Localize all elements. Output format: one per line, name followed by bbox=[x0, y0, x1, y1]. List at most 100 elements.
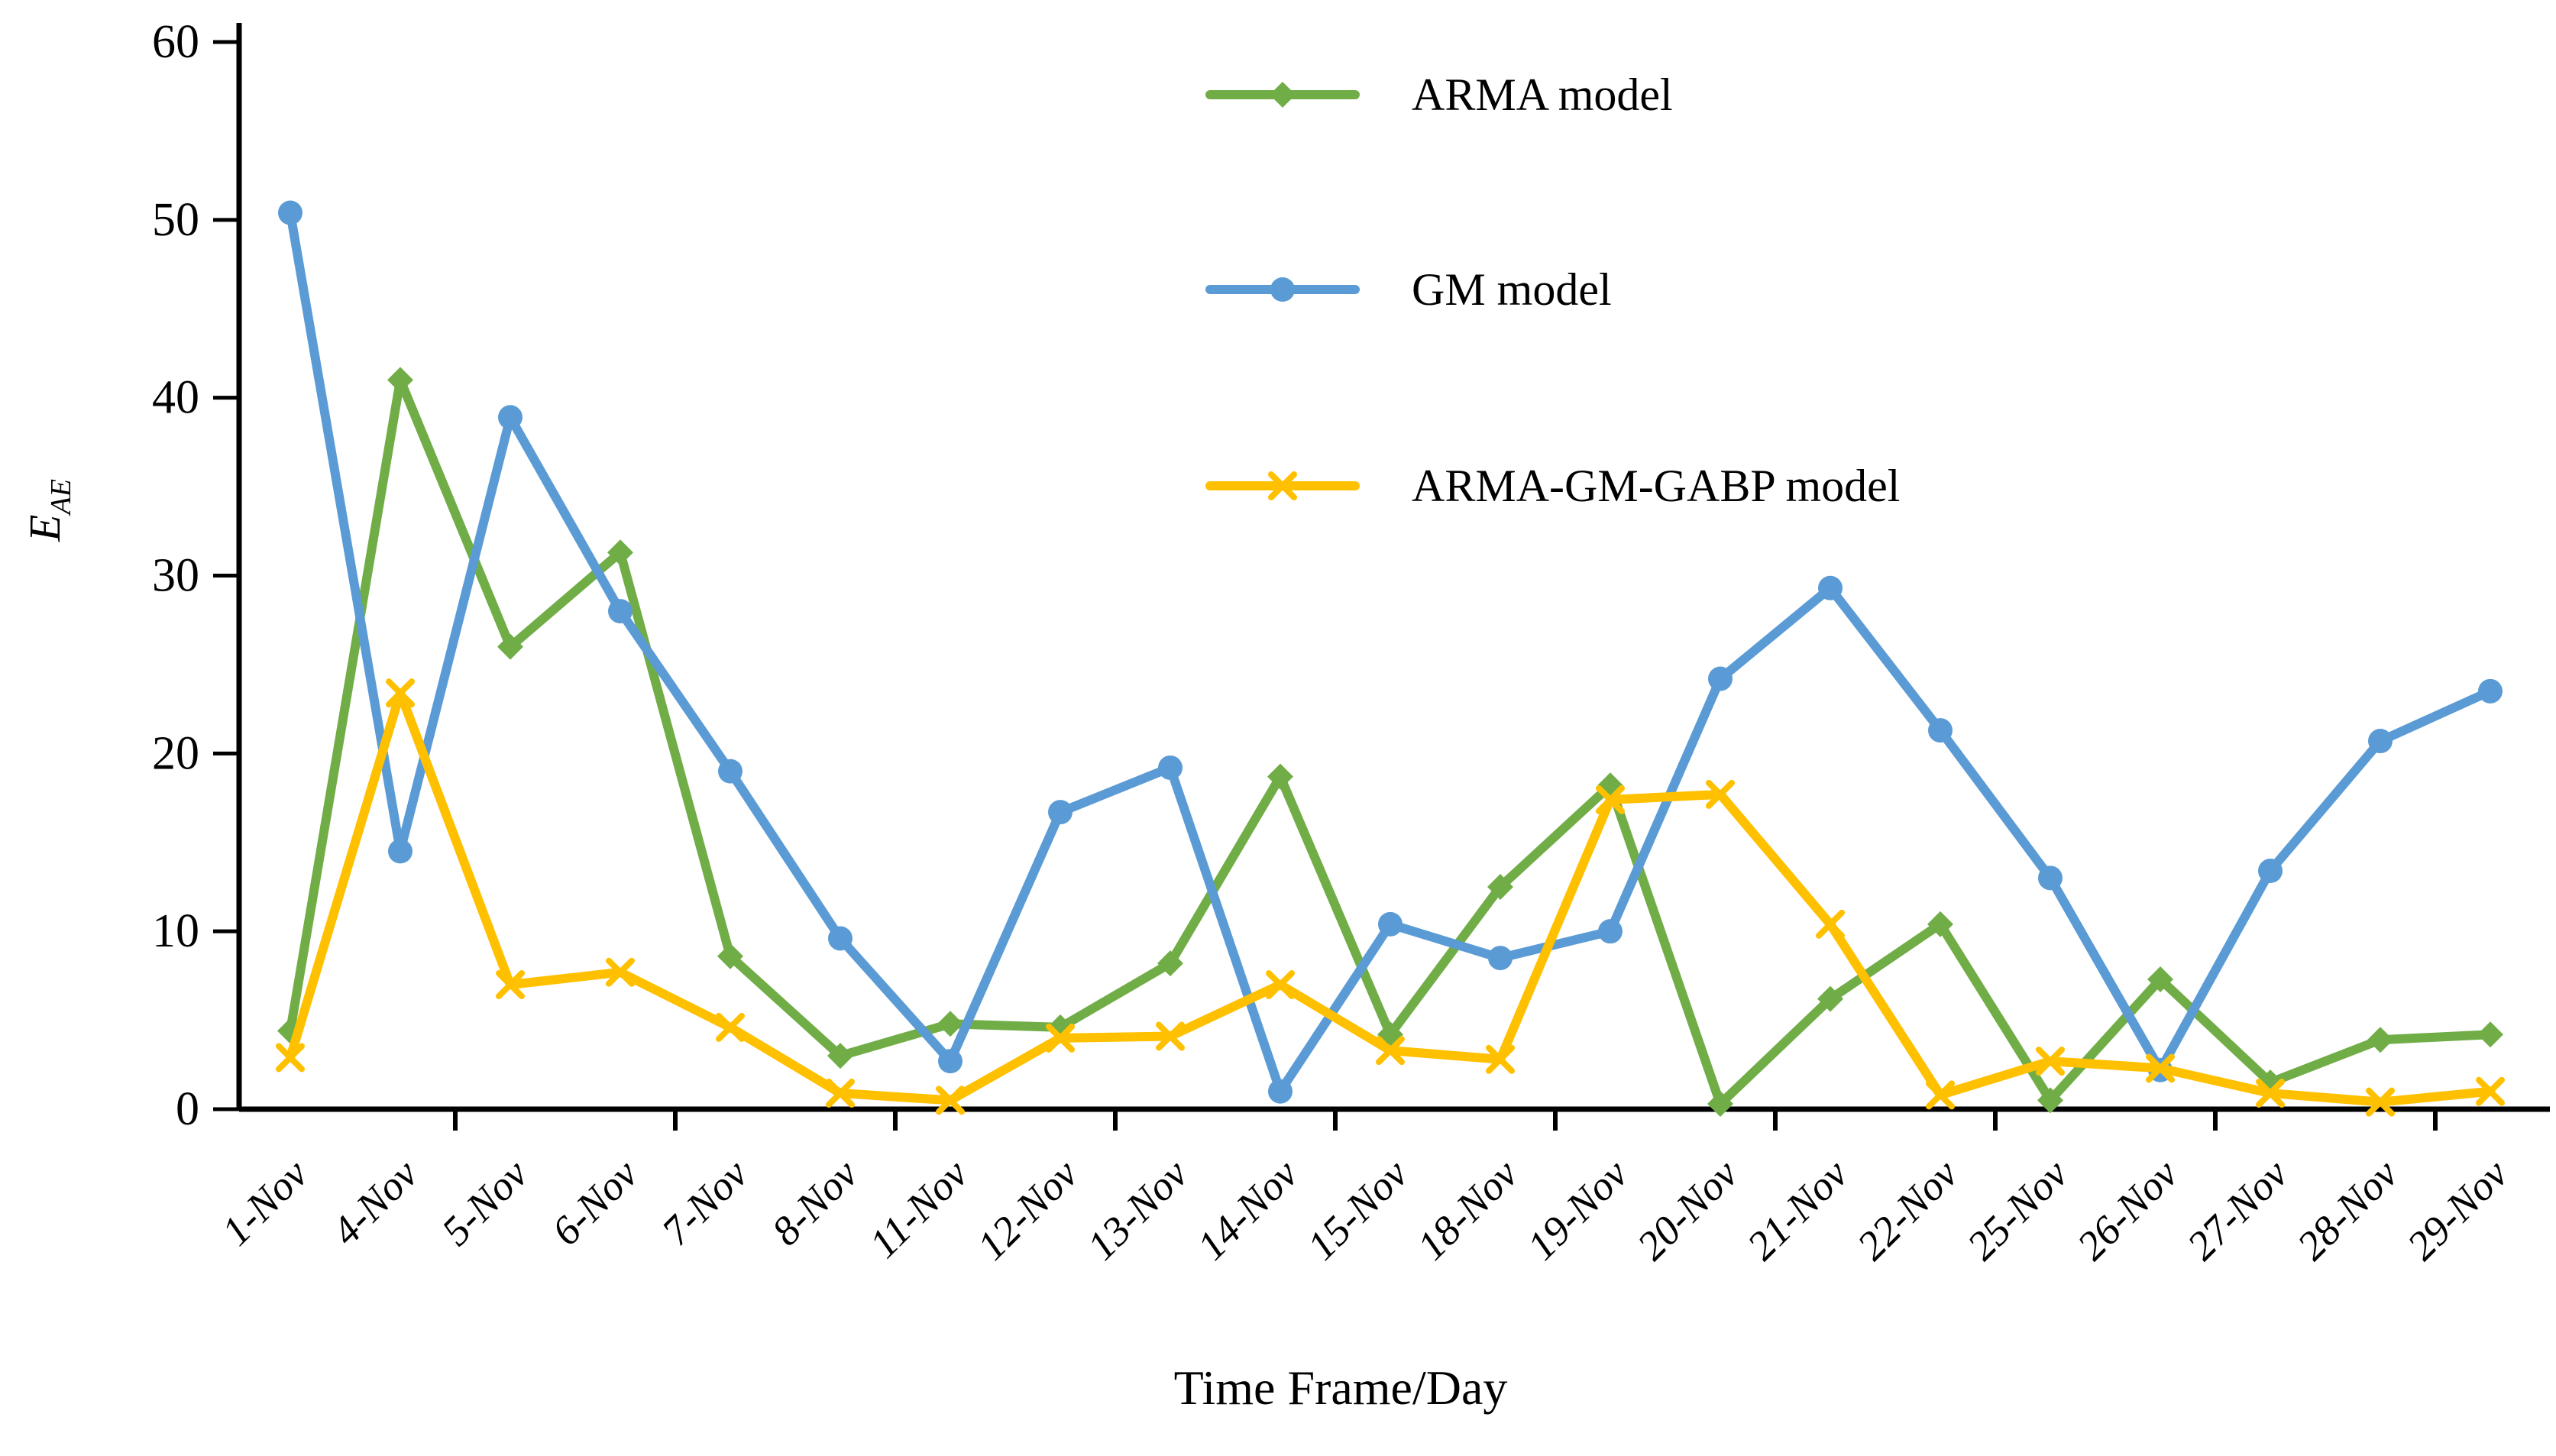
y-axis-title-main: E bbox=[20, 515, 70, 542]
data-point-circle bbox=[1158, 755, 1183, 780]
legend-label: GM model bbox=[1412, 264, 1612, 315]
data-point-asterisk bbox=[1816, 909, 1845, 939]
x-category-label: 29-Nov bbox=[2399, 1150, 2517, 1269]
data-point-diamond bbox=[2477, 1021, 2503, 1048]
data-point-diamond bbox=[387, 367, 413, 393]
x-category-label: 14-Nov bbox=[1189, 1150, 1307, 1269]
data-point-asterisk bbox=[716, 1012, 745, 1042]
data-point-circle bbox=[1270, 277, 1295, 302]
data-point-diamond bbox=[1157, 950, 1183, 977]
data-point-diamond bbox=[2367, 1027, 2393, 1053]
data-point-asterisk bbox=[1376, 1036, 1405, 1066]
y-tick-label: 0 bbox=[176, 1083, 199, 1135]
data-point-asterisk bbox=[1046, 1023, 1075, 1053]
data-point-diamond bbox=[1270, 82, 1296, 108]
data-point-circle bbox=[1598, 919, 1623, 944]
data-point-asterisk bbox=[1926, 1080, 1955, 1110]
legend-label: ARMA-GM-GABP model bbox=[1412, 461, 1900, 511]
x-category-label: 7-Nov bbox=[653, 1150, 757, 1254]
data-point-asterisk bbox=[276, 1043, 305, 1073]
data-point-diamond bbox=[2147, 966, 2173, 993]
y-tick-label: 20 bbox=[152, 727, 199, 779]
x-category-label: 22-Nov bbox=[1849, 1150, 1967, 1269]
y-tick-label: 50 bbox=[152, 194, 199, 246]
data-point-circle bbox=[2038, 866, 2063, 891]
legend-item: ARMA model bbox=[1205, 70, 1673, 120]
data-point-circle bbox=[828, 926, 853, 951]
data-point-diamond bbox=[1267, 763, 1293, 790]
x-category-label: 1-Nov bbox=[213, 1150, 317, 1254]
data-point-diamond bbox=[497, 633, 523, 660]
data-point-circle bbox=[2478, 678, 2503, 704]
data-point-circle bbox=[1378, 911, 1403, 937]
y-tick-label: 10 bbox=[152, 905, 199, 957]
y-axis-title-sub: AE bbox=[45, 479, 77, 516]
data-point-circle bbox=[1048, 800, 1073, 825]
series-arma-gm-gabp-model bbox=[276, 678, 2505, 1117]
data-point-circle bbox=[278, 200, 303, 225]
data-point-circle bbox=[1488, 946, 1513, 971]
data-point-diamond bbox=[1927, 911, 1953, 937]
legend: ARMA model GM model ARMA-GM-GABP model bbox=[1205, 70, 1900, 511]
series-gm-model bbox=[278, 200, 2503, 1104]
x-category-label: 13-Nov bbox=[1079, 1150, 1197, 1269]
data-point-diamond bbox=[607, 539, 633, 566]
data-point-diamond bbox=[827, 1043, 853, 1069]
x-category-label: 6-Nov bbox=[543, 1150, 647, 1254]
data-point-asterisk bbox=[1486, 1044, 1515, 1074]
data-point-diamond bbox=[1487, 873, 1513, 900]
y-tick-label: 40 bbox=[152, 372, 199, 424]
data-point-circle bbox=[2368, 729, 2393, 754]
data-point-circle bbox=[2258, 859, 2283, 884]
data-point-circle bbox=[1708, 666, 1733, 691]
data-point-circle bbox=[938, 1049, 963, 1074]
x-category-label: 11-Nov bbox=[860, 1150, 976, 1267]
data-point-asterisk bbox=[496, 970, 525, 1000]
data-point-asterisk bbox=[2036, 1047, 2065, 1076]
data-point-asterisk bbox=[386, 678, 415, 708]
data-point-asterisk bbox=[1266, 970, 1295, 1000]
series-arma-model bbox=[277, 367, 2503, 1118]
data-point-circle bbox=[608, 599, 633, 624]
x-category-label: 20-Nov bbox=[1629, 1150, 1747, 1269]
data-point-diamond bbox=[937, 1011, 963, 1037]
data-point-asterisk bbox=[826, 1079, 855, 1108]
data-point-diamond bbox=[2037, 1087, 2063, 1114]
x-category-label: 15-Nov bbox=[1299, 1150, 1417, 1269]
x-category-label: 19-Nov bbox=[1519, 1150, 1637, 1269]
data-point-asterisk bbox=[936, 1086, 965, 1115]
data-point-asterisk bbox=[1268, 471, 1297, 500]
data-point-diamond bbox=[717, 943, 743, 969]
data-point-asterisk bbox=[2256, 1079, 2285, 1108]
data-point-circle bbox=[718, 759, 743, 784]
y-axis-title: EAE bbox=[20, 479, 77, 542]
series-line bbox=[286, 375, 2495, 1109]
y-tick-label: 60 bbox=[152, 16, 199, 68]
x-category-label: 8-Nov bbox=[763, 1150, 867, 1254]
data-point-circle bbox=[1928, 718, 1953, 743]
x-category-label: 25-Nov bbox=[1959, 1150, 2077, 1269]
legend-item: ARMA-GM-GABP model bbox=[1205, 461, 1900, 511]
data-point-asterisk bbox=[1596, 785, 1625, 814]
data-point-asterisk bbox=[2366, 1087, 2395, 1117]
x-axis-title: Time Frame/Day bbox=[1174, 1361, 1508, 1415]
data-point-asterisk bbox=[2146, 1053, 2175, 1083]
x-category-label: 27-Nov bbox=[2179, 1150, 2297, 1269]
data-point-circle bbox=[498, 405, 523, 430]
legend-label: ARMA model bbox=[1412, 70, 1673, 120]
x-category-label: 26-Nov bbox=[2069, 1150, 2187, 1269]
data-point-circle bbox=[388, 839, 413, 864]
x-category-label: 28-Nov bbox=[2289, 1150, 2407, 1269]
data-point-circle bbox=[1818, 575, 1843, 600]
series-line bbox=[286, 208, 2495, 1096]
data-point-asterisk bbox=[1156, 1021, 1185, 1051]
plot-layer: 0 10 20 30 40 50 60 1-Nov 4-Nov 5-Nov 6-Nov 7-Nov 8-… bbox=[152, 16, 2550, 1269]
legend-item: GM model bbox=[1205, 264, 1612, 315]
x-category-label: 18-Nov bbox=[1409, 1150, 1527, 1269]
data-point-asterisk bbox=[606, 957, 635, 987]
data-point-asterisk bbox=[1706, 779, 1735, 809]
x-category-label: 21-Nov bbox=[1739, 1150, 1857, 1269]
x-category-label: 5-Nov bbox=[433, 1150, 537, 1254]
